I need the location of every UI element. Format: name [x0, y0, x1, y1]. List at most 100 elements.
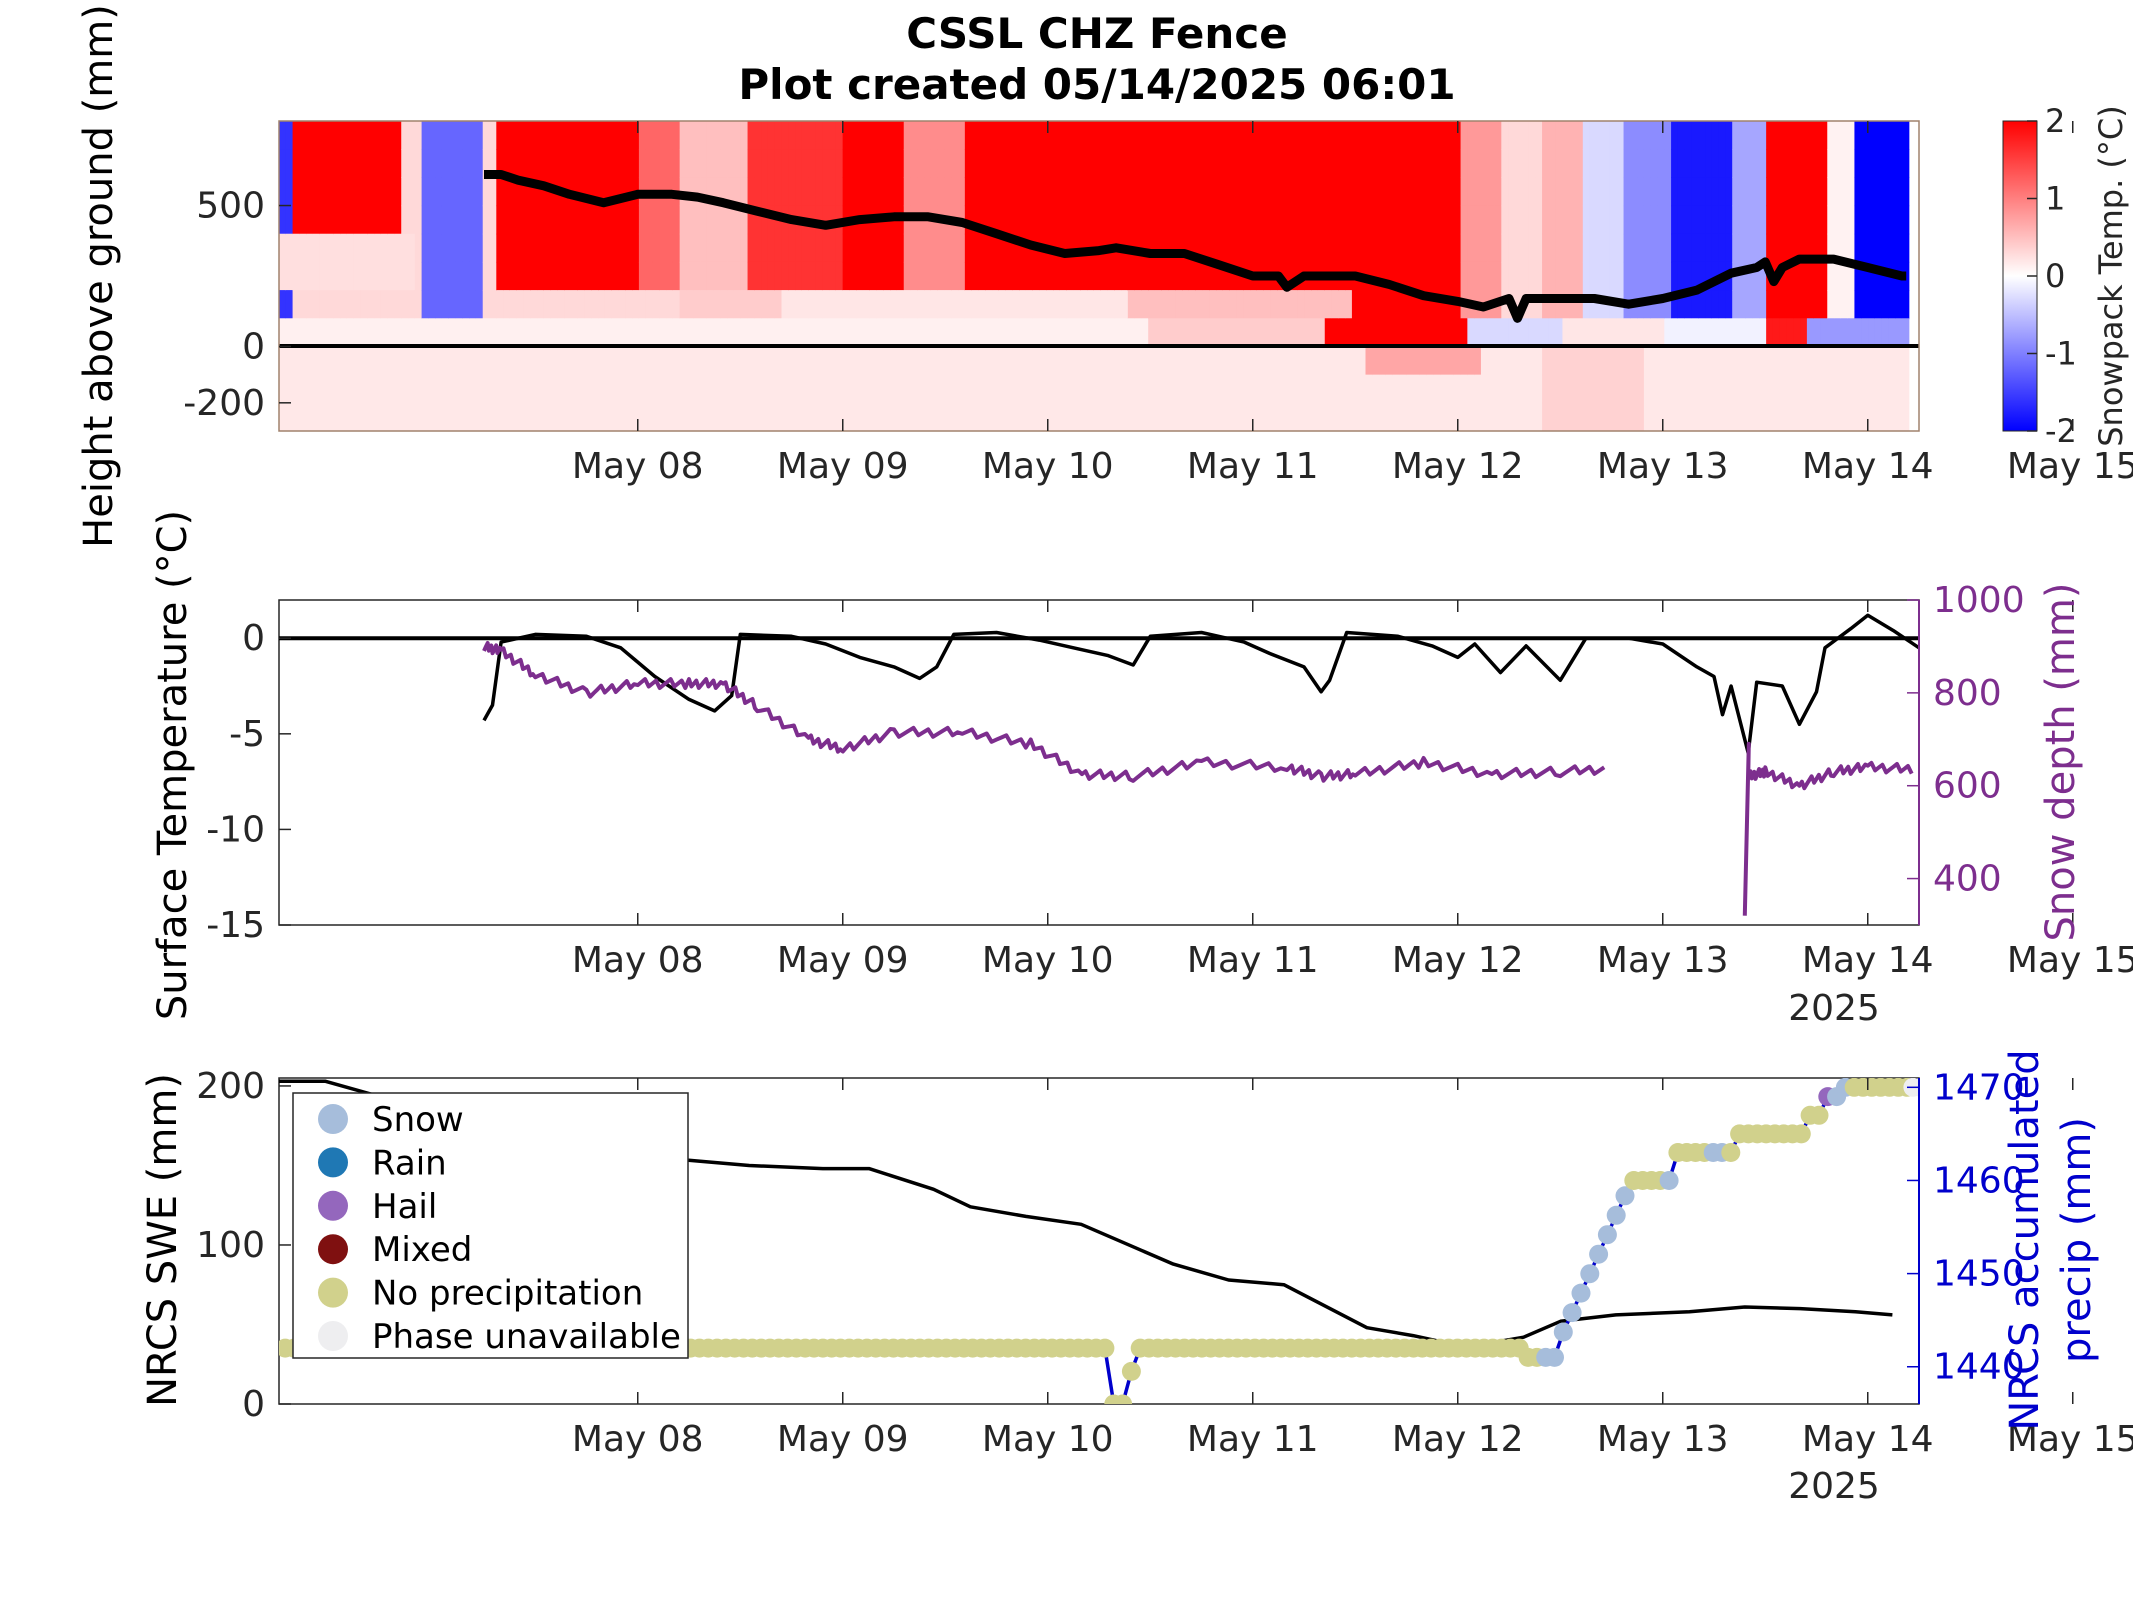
heatmap-cell	[1222, 346, 1231, 376]
heatmap-cell	[1195, 233, 1204, 263]
heatmap-cell	[570, 290, 579, 319]
legend-item-hail: Hail	[318, 1187, 437, 1227]
heatmap-cell	[1012, 177, 1020, 207]
heatmap-cell	[645, 205, 654, 235]
heatmap-cell	[1800, 318, 1808, 348]
heatmap-cell	[1216, 149, 1224, 178]
heatmap-cell	[1053, 402, 1061, 431]
heatmap-cell	[733, 402, 742, 431]
heatmap-cell	[611, 318, 620, 348]
heatmap-cell	[1209, 233, 1217, 263]
heatmap-cell	[1168, 346, 1176, 376]
heatmap-cell	[1528, 374, 1536, 404]
heatmap-cell	[1019, 374, 1027, 404]
heatmap-cell	[1182, 121, 1190, 150]
heatmap-cell	[462, 318, 470, 348]
heatmap-cell	[842, 149, 851, 178]
heatmap-cell	[1806, 290, 1815, 319]
heatmap-cell	[1005, 261, 1013, 291]
heatmap-cell	[1569, 177, 1577, 207]
heatmap-cell	[1684, 233, 1693, 263]
heatmap-cell	[1874, 402, 1883, 431]
heatmap-cell	[1053, 205, 1061, 235]
heatmap-cell	[1243, 121, 1251, 150]
heatmap-cell	[720, 374, 728, 404]
heatmap-cell	[713, 205, 721, 235]
heatmap-cell	[1861, 318, 1869, 348]
heatmap-cell	[1874, 233, 1883, 263]
heatmap-cell	[958, 346, 966, 376]
heatmap-cell	[1243, 346, 1251, 376]
heatmap-cell	[408, 290, 416, 319]
heatmap-cell	[1338, 233, 1346, 263]
heatmap-cell	[1820, 318, 1828, 348]
heatmap-cell	[401, 261, 409, 291]
heatmap-cell	[1820, 121, 1828, 150]
heatmap-cell	[1657, 318, 1665, 348]
heatmap-cell	[1671, 121, 1679, 150]
heatmap-cell	[876, 149, 884, 178]
heatmap-cell	[1093, 402, 1102, 431]
heatmap-cell	[1154, 290, 1163, 319]
heatmap-cell	[1114, 205, 1122, 235]
heatmap-cell	[346, 402, 355, 431]
heatmap-cell	[1643, 121, 1652, 150]
heatmap-cell	[1100, 318, 1109, 348]
heatmap-cell	[930, 149, 939, 178]
heatmap-cell	[564, 318, 572, 348]
heatmap-cell	[862, 177, 871, 207]
heatmap-cell	[1589, 261, 1597, 291]
heatmap-cell	[455, 121, 463, 150]
heatmap-cell	[788, 318, 796, 348]
heatmap-cell	[1202, 177, 1210, 207]
heatmap-cell	[1813, 374, 1822, 404]
heatmap-cell	[1596, 261, 1604, 291]
heatmap-cell	[1671, 318, 1679, 348]
heatmap-cell	[1222, 261, 1231, 291]
heatmap-cell	[1711, 346, 1720, 376]
heatmap-cell	[903, 149, 912, 178]
heatmap-cell	[801, 177, 810, 207]
heatmap-cell	[401, 290, 409, 319]
heatmap-cell	[312, 205, 321, 235]
heatmap-cell	[516, 402, 525, 431]
heatmap-cell	[1059, 121, 1068, 150]
heatmap-cell	[1351, 318, 1360, 348]
heatmap-cell	[1834, 290, 1842, 319]
heatmap-cell	[1677, 374, 1686, 404]
heatmap-cell	[1603, 121, 1611, 150]
heatmap-cell	[1107, 374, 1115, 404]
heatmap-cell	[591, 121, 599, 150]
heatmap-cell	[509, 121, 518, 150]
heatmap-cell	[1895, 177, 1903, 207]
precip-phase-marker	[1095, 1338, 1115, 1358]
heatmap-cell	[958, 149, 966, 178]
heatmap-cell	[1813, 177, 1822, 207]
heatmap-cell	[1820, 149, 1828, 178]
y-tick-label: -200	[183, 383, 265, 424]
heatmap-cell	[1019, 402, 1027, 431]
heatmap-cell	[1019, 346, 1027, 376]
heatmap-cell	[638, 205, 647, 235]
heatmap-cell	[1494, 346, 1502, 376]
precip-phase-marker	[1721, 1143, 1741, 1162]
heatmap-cell	[1338, 346, 1346, 376]
heatmap-cell	[1535, 177, 1543, 207]
heatmap-cell	[1311, 205, 1319, 235]
heatmap-cell	[693, 177, 701, 207]
heatmap-cell	[1059, 177, 1068, 207]
heatmap-cell	[346, 374, 355, 404]
heatmap-cell	[964, 374, 973, 404]
heatmap-cell	[1711, 205, 1720, 235]
heatmap-cell	[1664, 205, 1672, 235]
heatmap-cell	[523, 233, 531, 263]
heatmap-cell	[1582, 261, 1591, 291]
heatmap-cell	[1677, 318, 1686, 348]
heatmap-cell	[1514, 374, 1523, 404]
heatmap-cell	[299, 177, 307, 207]
heatmap-cell	[937, 318, 946, 348]
heatmap-cell	[1847, 205, 1856, 235]
heatmap-cell	[1372, 261, 1380, 291]
heatmap-cell	[1222, 177, 1231, 207]
heatmap-cell	[1012, 205, 1020, 235]
